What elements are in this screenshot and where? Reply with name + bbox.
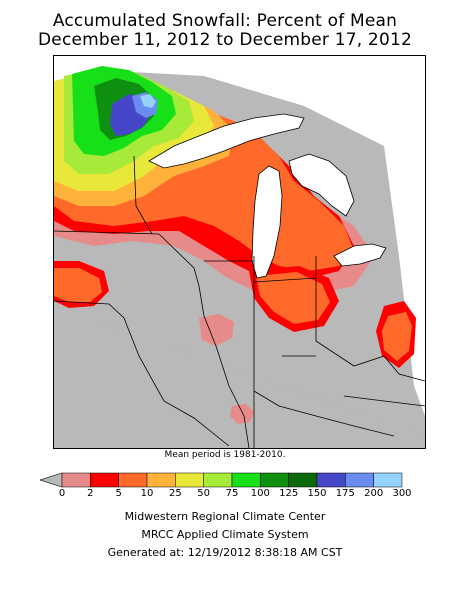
blob-center-pink xyxy=(199,314,234,346)
legend-tick-label: 10 xyxy=(140,488,154,499)
legend-swatch xyxy=(288,472,318,488)
legend-swatch xyxy=(260,472,289,488)
legend-tick-label: 300 xyxy=(392,488,412,499)
legend-tick-label: 125 xyxy=(279,488,299,499)
legend-tick-label: 0 xyxy=(58,488,66,499)
credit-generated-at: Generated at: 12/19/2012 8:38:18 AM CST xyxy=(107,546,343,559)
legend-tick-label: 50 xyxy=(197,488,211,499)
legend-tick-label: 2 xyxy=(87,488,94,499)
lake-michigan xyxy=(251,165,283,279)
lake-superior xyxy=(148,113,305,169)
legend-swatch xyxy=(316,472,346,488)
legend-tick-label: 175 xyxy=(335,488,355,499)
credit-organization: Midwestern Regional Climate Center xyxy=(124,510,326,523)
legend-swatch xyxy=(175,472,204,488)
legend-swatch xyxy=(231,472,261,488)
legend-swatch xyxy=(61,472,91,488)
legend-tick-label: 150 xyxy=(307,488,327,499)
legend-tick-label: 25 xyxy=(168,488,182,499)
state-boundaries xyxy=(54,155,425,448)
legend-swatch-below xyxy=(40,472,63,488)
legend-swatch xyxy=(373,472,403,488)
legend-tick-label: 75 xyxy=(225,488,239,499)
legend-color-bar xyxy=(40,472,403,488)
map-title-line2: December 11, 2012 to December 17, 2012 xyxy=(38,30,412,50)
legend-swatch xyxy=(118,472,148,488)
legend-labels: 0 2 5 10 25 50 75 100 125 150 175 200 300 xyxy=(0,488,450,502)
blob-east-orange xyxy=(382,312,412,361)
legend-tick-label: 100 xyxy=(250,488,270,499)
lake-huron xyxy=(288,153,355,217)
legend-swatch xyxy=(90,472,119,488)
mean-period-note: Mean period is 1981-2010. xyxy=(164,450,286,460)
legend-swatch xyxy=(203,472,233,488)
legend-tick-label: 5 xyxy=(115,488,122,499)
band-light-blue xyxy=(140,94,156,108)
credit-system: MRCC Applied Climate System xyxy=(141,528,309,541)
lake-erie xyxy=(333,243,387,267)
snowfall-map xyxy=(53,55,426,449)
blob-west-orange xyxy=(54,268,102,302)
legend-swatch xyxy=(146,472,176,488)
legend-tick-label: 200 xyxy=(364,488,384,499)
legend-swatch xyxy=(345,472,374,488)
blob-south-pink xyxy=(230,404,254,424)
snowfall-map-graphic xyxy=(54,56,425,448)
map-title-line1: Accumulated Snowfall: Percent of Mean xyxy=(52,11,398,31)
blob-indiana-orange xyxy=(256,272,330,324)
